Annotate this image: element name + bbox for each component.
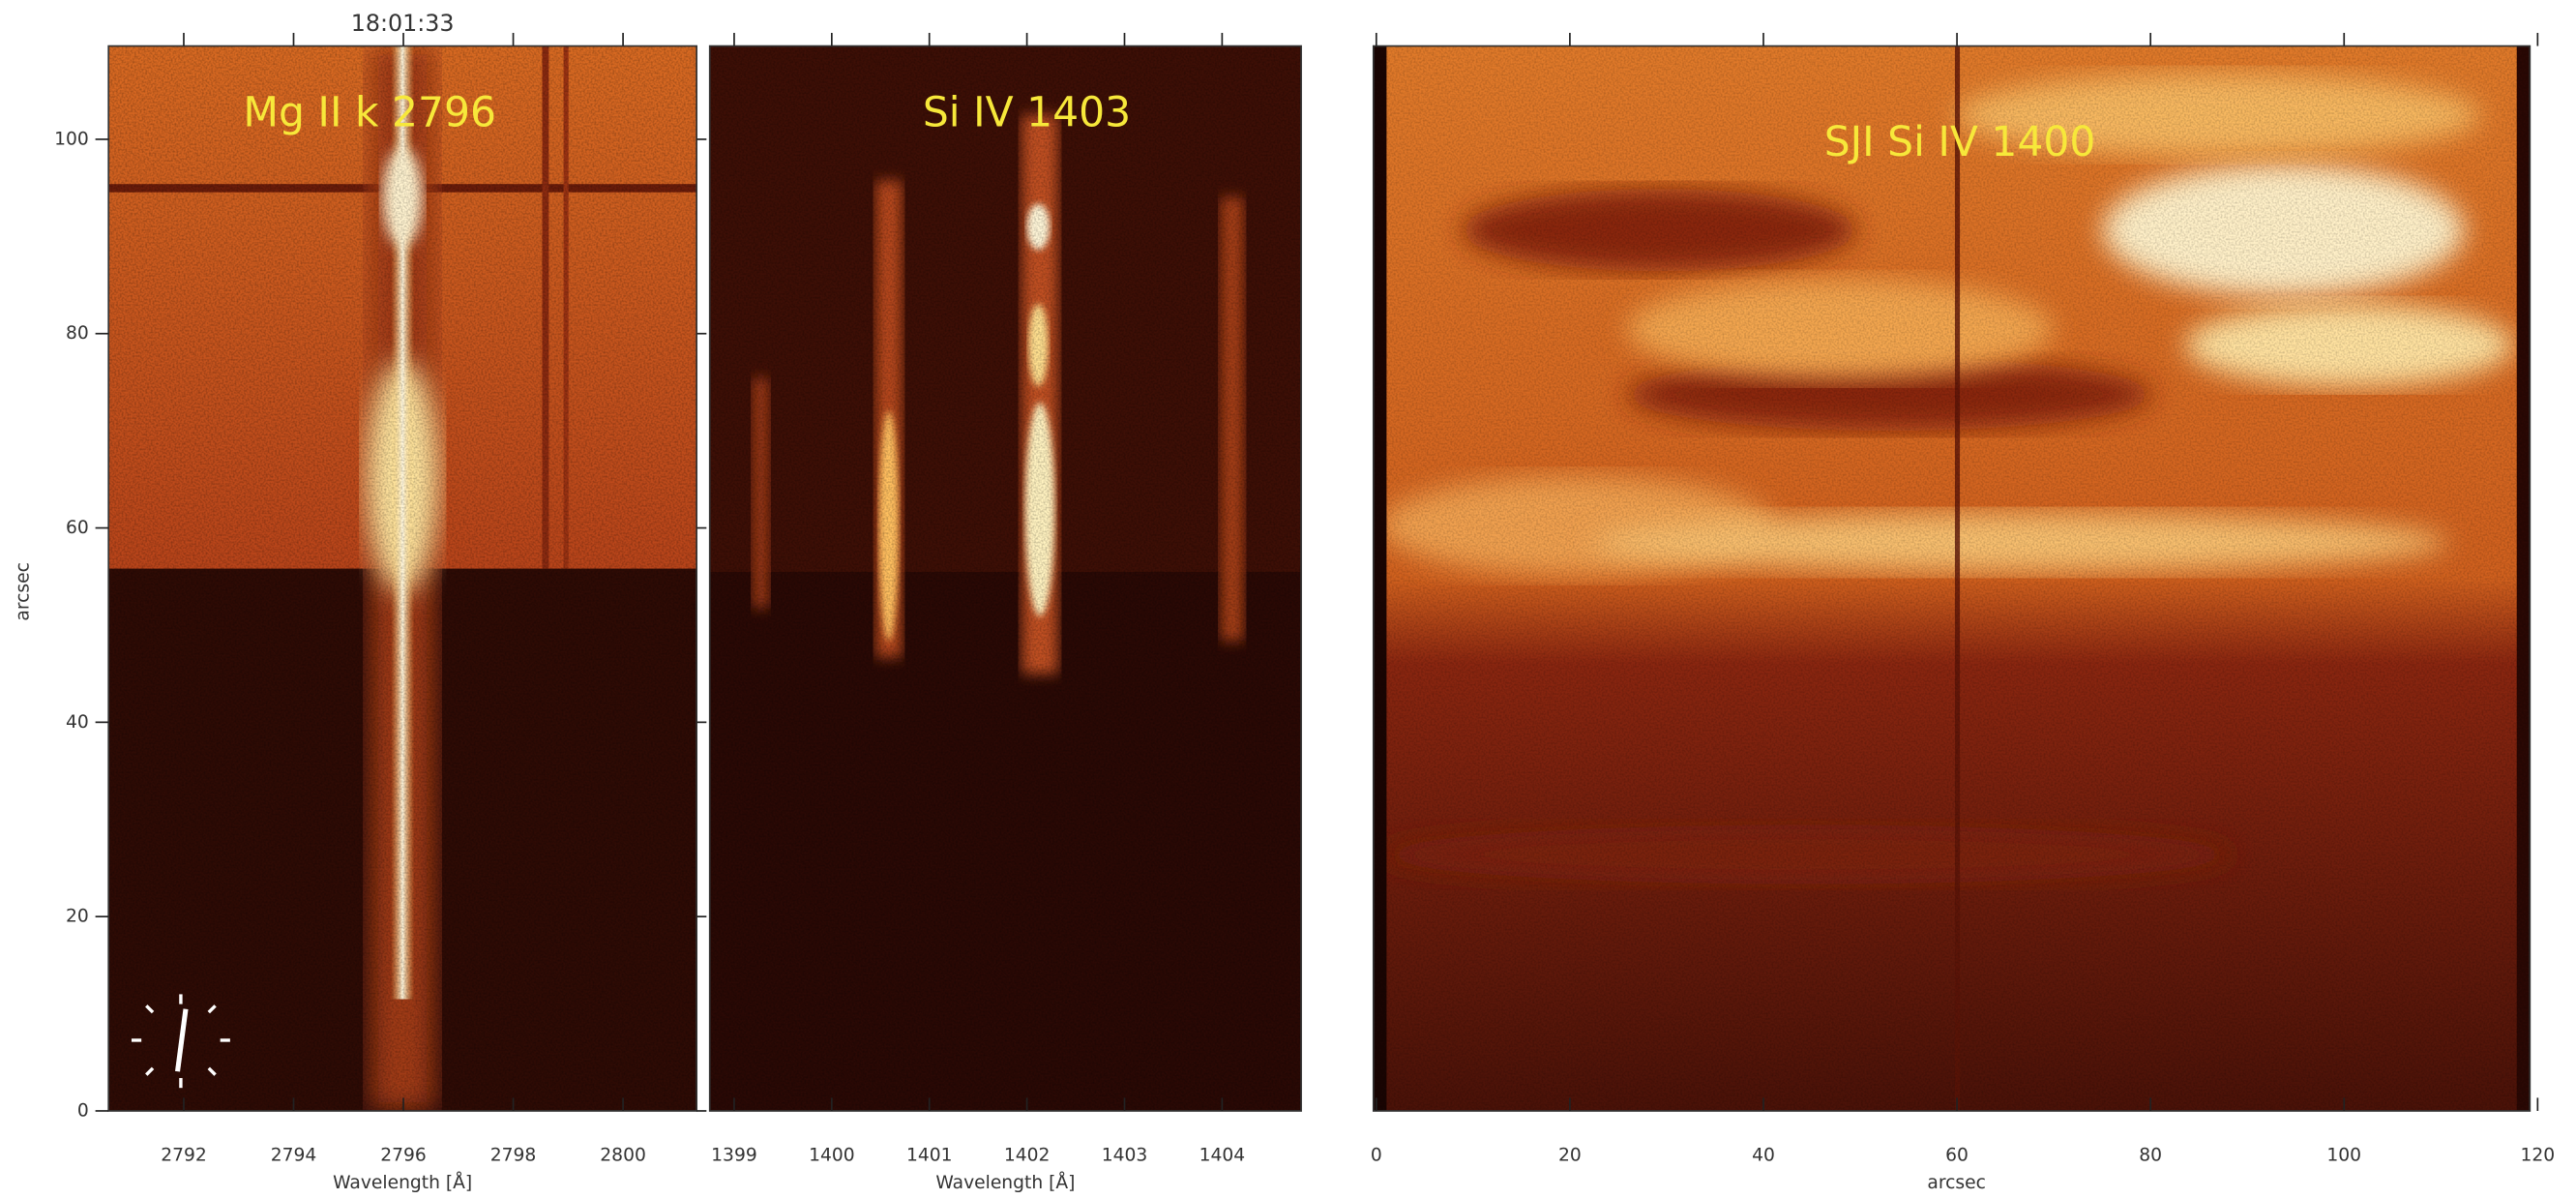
panel-frame <box>708 45 1302 1112</box>
y-axis-label: arcsec <box>13 562 33 620</box>
x-tick-label: 0 <box>1371 1145 1382 1165</box>
x-axis-label: Wavelength [Å] <box>935 1171 1075 1193</box>
x-axis-label: arcsec <box>1927 1173 1985 1193</box>
x-tick-label: 40 <box>1752 1145 1775 1165</box>
x-tick-label: 100 <box>2326 1145 2361 1165</box>
panel-label: Si IV 1403 <box>923 89 1131 136</box>
x-axis-label: Wavelength [Å] <box>333 1171 472 1193</box>
x-tick-label: 1402 <box>1004 1145 1051 1165</box>
x-tick-label: 1400 <box>809 1145 855 1165</box>
x-tick-label: 2792 <box>161 1145 207 1165</box>
x-tick-label: 1399 <box>711 1145 757 1165</box>
y-tick-label: 80 <box>66 323 89 344</box>
x-tick-label: 120 <box>2521 1145 2556 1165</box>
sji-image <box>1373 45 2531 1111</box>
x-tick-label: 1403 <box>1102 1145 1148 1165</box>
timestamp: 18:01:33 <box>351 10 455 37</box>
panel-frame <box>1372 45 2532 1112</box>
si-spectrum-image <box>709 45 1302 1111</box>
panel-label: SJI Si IV 1400 <box>1824 119 2096 166</box>
x-tick-label: 1401 <box>906 1145 953 1165</box>
x-tick-label: 2798 <box>490 1145 537 1165</box>
x-tick-label: 2796 <box>380 1145 427 1165</box>
x-tick-label: 1404 <box>1199 1145 1246 1165</box>
y-tick-label: 100 <box>54 129 89 149</box>
x-tick-label: 80 <box>2139 1145 2162 1165</box>
y-tick-label: 40 <box>66 712 89 733</box>
y-tick-label: 20 <box>66 907 89 927</box>
x-tick-label: 60 <box>1945 1145 1969 1165</box>
x-tick-label: 2800 <box>600 1145 646 1165</box>
panel-label: Mg II k 2796 <box>243 89 496 136</box>
panel-frame <box>107 45 698 1112</box>
y-tick-label: 0 <box>77 1100 89 1121</box>
y-tick-label: 60 <box>66 518 89 538</box>
x-tick-label: 2794 <box>271 1145 317 1165</box>
x-tick-label: 20 <box>1558 1145 1582 1165</box>
mg-spectrum-image <box>108 45 697 1111</box>
